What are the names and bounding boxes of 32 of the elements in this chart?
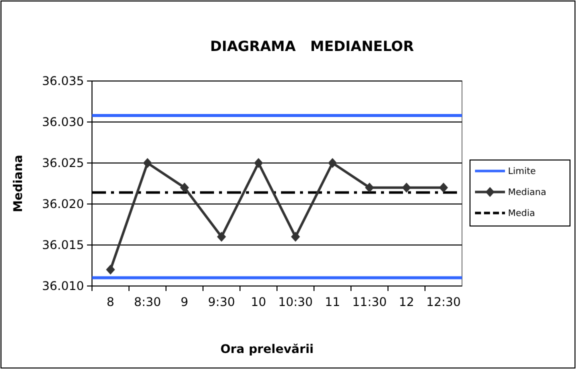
x-tick-label: 9 xyxy=(180,295,188,309)
x-axis-title: Ora prelevării xyxy=(220,342,314,356)
chart-title: DIAGRAMA MEDIANELOR xyxy=(210,39,414,55)
y-tick-label: 36.020 xyxy=(42,197,84,212)
point xyxy=(365,182,374,193)
x-tick-label: 10:30 xyxy=(278,295,313,309)
point xyxy=(439,182,448,193)
y-tick-label: 36.010 xyxy=(42,279,84,294)
legend-label: Limite xyxy=(508,167,536,178)
point xyxy=(328,158,337,168)
point xyxy=(143,158,152,168)
point xyxy=(402,182,411,193)
x-tick-label: 8 xyxy=(106,295,114,309)
x-tick-label: 8:30 xyxy=(134,295,161,309)
x-tick-label: 11 xyxy=(324,295,340,309)
point xyxy=(291,232,300,242)
legend-label: Mediana xyxy=(508,188,546,198)
y-tick-label: 36.015 xyxy=(42,238,84,252)
y-tick-label: 36.035 xyxy=(42,74,84,88)
y-tick-label: 36.030 xyxy=(42,115,84,130)
legend-label: Media xyxy=(508,209,536,220)
point xyxy=(106,264,115,275)
x-tick-label: 12:30 xyxy=(426,295,461,309)
point xyxy=(180,182,189,193)
point xyxy=(217,232,226,242)
x-tick-label: 11:30 xyxy=(352,295,387,309)
x-tick-label: 10 xyxy=(250,295,266,309)
x-tick-label: 12 xyxy=(398,295,414,309)
y-axis-title: Mediana xyxy=(11,154,25,212)
x-tick-label: 9:30 xyxy=(208,295,235,309)
y-tick-label: 36.025 xyxy=(42,156,84,170)
point xyxy=(254,158,263,168)
